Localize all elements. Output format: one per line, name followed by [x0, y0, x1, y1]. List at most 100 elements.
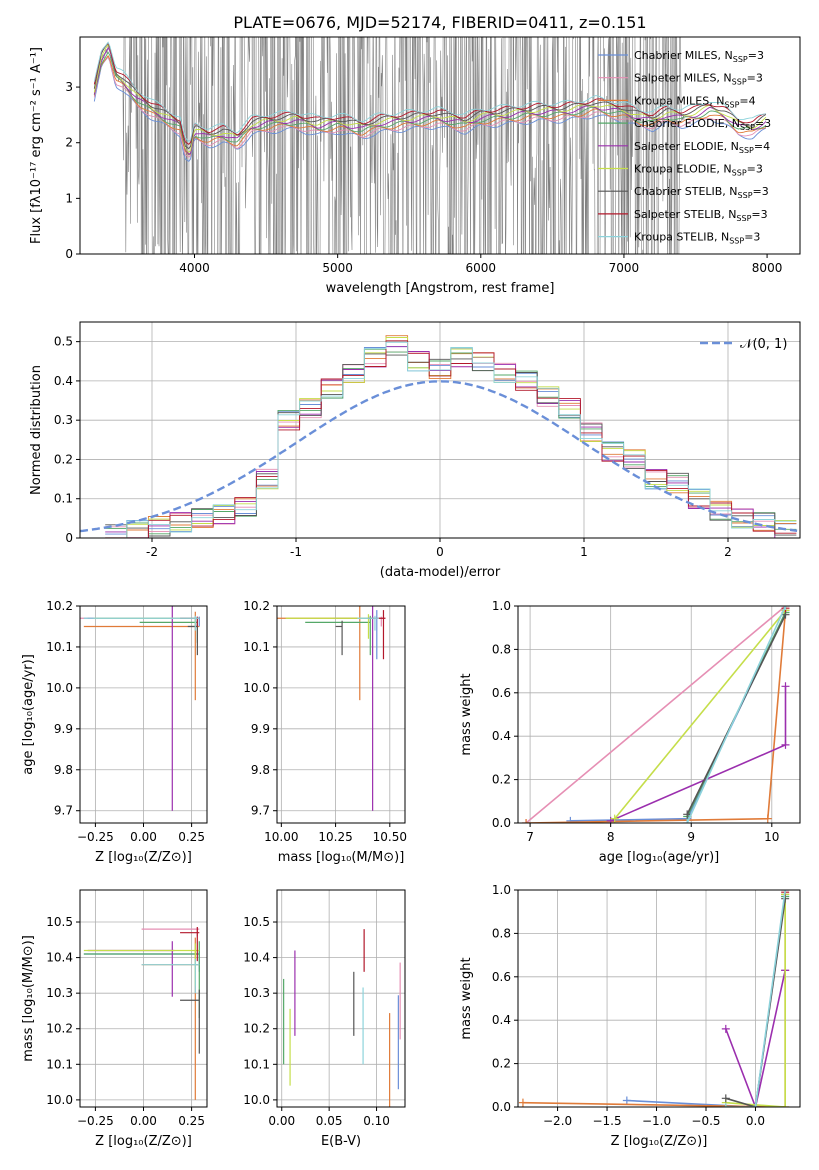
x-tick-label: 9	[687, 830, 695, 844]
y-tick-label: 10.0	[243, 1093, 270, 1107]
x-tick-label: 10.25	[318, 830, 352, 844]
y-tick-label: 0.1	[54, 492, 73, 506]
mass-weight-marker	[721, 1024, 730, 1033]
y-tick-label: 10.1	[46, 1057, 73, 1071]
legend-entry: Chabrier ELODIE, NSSP=3	[634, 117, 771, 132]
mass-weight-marker	[610, 814, 619, 823]
x-axis-label: Z [log₁₀(Z/Z⊙)]	[611, 1134, 708, 1149]
y-tick-label: 9.7	[54, 804, 73, 818]
y-tick-label: 0.2	[492, 773, 511, 787]
axes-frame	[517, 889, 801, 1108]
mass-weight-line-1	[525, 606, 787, 823]
y-axis-label: Normed distribution	[29, 365, 44, 495]
x-tick-label: 7	[526, 830, 534, 844]
panel-age_vs_Z: −0.25 0.00 0.25 9.7 9.8 9.9 10.0 10.1 10.2 Z [log…	[21, 599, 208, 865]
x-tick-label: −0.25	[77, 830, 114, 844]
y-axis-label: mass weight	[459, 673, 474, 755]
x-tick-label: 4000	[179, 261, 210, 275]
legend-entry: Salpeter MILES, NSSP=3	[634, 72, 763, 87]
mass-weight-marker	[781, 606, 790, 610]
model-line-0	[93, 56, 767, 163]
x-tick-label: 6000	[466, 261, 497, 275]
axes-frame	[276, 889, 406, 1108]
y-tick-label: 0.6	[492, 686, 511, 700]
x-axis-label: Z [log₁₀(Z/Z⊙)]	[95, 850, 192, 865]
y-tick-label: 10.2	[243, 1022, 270, 1036]
plot-area-residuals	[80, 322, 800, 538]
y-tick-label: 10.4	[243, 951, 270, 965]
x-axis-label: Z [log₁₀(Z/Z⊙)]	[95, 1134, 192, 1149]
x-tick-label: 10.00	[264, 830, 298, 844]
y-tick-label: 0.3	[54, 413, 73, 427]
mass-weight-marker	[683, 810, 692, 819]
x-tick-label: 0.00	[130, 830, 157, 844]
x-tick-label: −0.25	[77, 1114, 114, 1128]
mass-weight-marker	[763, 814, 772, 823]
x-tick-label: 7000	[609, 261, 640, 275]
x-tick-label: -2	[146, 545, 158, 559]
y-tick-label: 10.5	[46, 915, 73, 929]
panel-spectrum: 4000 5000 6000 7000 8000 0 1 2 3 wavelength [Angs…	[29, 36, 801, 296]
axes-frame	[517, 605, 801, 824]
mass-weight-line-0	[570, 612, 787, 822]
mass-weight-marker	[683, 819, 692, 823]
y-axis-label: age [log₁₀(age/yr)]	[21, 654, 36, 775]
model-line-1	[93, 56, 766, 158]
histogram-1	[105, 351, 797, 538]
y-tick-label: 0.4	[492, 1013, 511, 1027]
y-tick-label: 0.8	[492, 926, 511, 940]
mass-weight-marker	[622, 1096, 631, 1105]
figure-title: PLATE=0676, MJD=52174, FIBERID=0411, z=0…	[233, 13, 646, 32]
axes-frame	[79, 36, 801, 255]
mass-weight-marker	[781, 682, 790, 691]
plot-area-massweight_vs_age	[518, 606, 800, 823]
y-tick-label: 9.9	[54, 722, 73, 736]
x-tick-label: 10.50	[373, 830, 407, 844]
mass-weight-marker	[781, 740, 790, 749]
spectrum-legend: Chabrier MILES, NSSP=3 Salpeter MILES, NS…	[598, 49, 771, 246]
y-tick-label: 0.8	[492, 642, 511, 656]
x-tick-label: 0.10	[363, 1114, 390, 1128]
plot-area-massweight_vs_Z	[518, 890, 800, 1107]
model-line-3	[93, 51, 767, 156]
y-tick-label: 9.8	[251, 763, 270, 777]
mass-weight-marker	[566, 816, 575, 823]
x-tick-label: 0.25	[178, 830, 205, 844]
legend-entry: Kroupa STELIB, NSSP=3	[634, 231, 760, 246]
y-axis-label: mass [log₁₀(M/M⊙)]	[21, 935, 36, 1062]
panel-mass_vs_ebv: 0.00 0.05 0.10 10.0 10.1 10.2 10.3 10.4 10.5 E(B-…	[243, 889, 406, 1149]
y-tick-label: 0.5	[54, 335, 73, 349]
legend-entry: 𝒩(0, 1)	[740, 337, 787, 352]
legend-entry: Salpeter STELIB, NSSP=3	[634, 208, 768, 223]
y-tick-label: 10.2	[243, 599, 270, 613]
y-tick-label: 1.0	[492, 883, 511, 897]
y-tick-label: 0.4	[492, 729, 511, 743]
y-tick-label: 9.9	[251, 722, 270, 736]
y-tick-label: 0.4	[54, 374, 73, 388]
x-axis-label: (data-model)/error	[380, 565, 501, 580]
x-tick-label: 8000	[752, 261, 783, 275]
plot-area-mass_vs_ebv	[277, 890, 405, 1107]
x-tick-label: 0.00	[130, 1114, 157, 1128]
x-tick-label: 10	[764, 830, 779, 844]
y-tick-label: 10.3	[46, 986, 73, 1000]
y-tick-label: 10.3	[243, 986, 270, 1000]
mass-weight-marker	[781, 890, 790, 894]
mass-weight-marker	[606, 816, 615, 823]
mass-weight-marker	[518, 1098, 527, 1107]
y-tick-label: 10.4	[46, 951, 73, 965]
y-tick-label: 0	[65, 531, 73, 545]
y-tick-label: 10.1	[243, 640, 270, 654]
model-line-8	[93, 41, 767, 143]
y-tick-label: 10.5	[243, 915, 270, 929]
mass-weight-line-8	[725, 890, 786, 1107]
mass-weight-line-5	[614, 609, 787, 820]
y-tick-label: 10.2	[46, 599, 73, 613]
mass-weight-line-8	[686, 606, 787, 823]
y-tick-label: 0.2	[54, 452, 73, 466]
x-tick-label: 5000	[322, 261, 353, 275]
y-tick-label: 1.0	[492, 599, 511, 613]
x-tick-label: −2.0	[543, 1114, 572, 1128]
y-tick-label: 0.0	[492, 816, 511, 830]
